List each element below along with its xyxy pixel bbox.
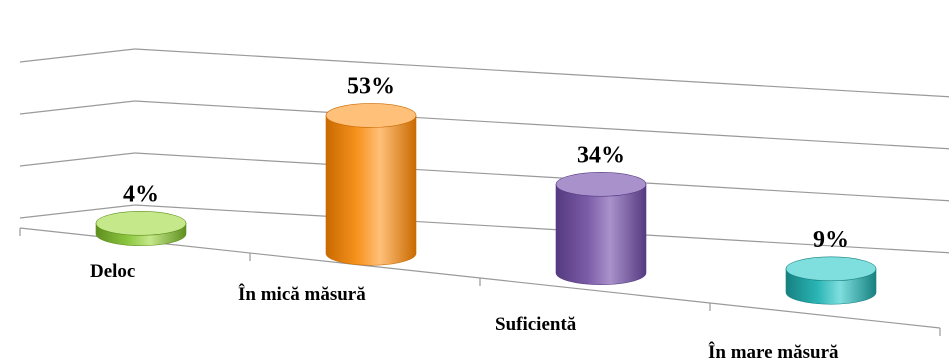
bar-3: [785, 256, 877, 305]
gridline-40: [134, 100, 949, 150]
gridline-20: [134, 152, 949, 202]
bars: [95, 103, 877, 305]
gridline-left-20: [19, 152, 136, 167]
gridline-60: [134, 48, 949, 98]
bar-0: [95, 211, 187, 247]
category-label-1: În mică măsură: [238, 283, 366, 305]
value-labels: 4% 53% 34% 9%: [123, 73, 849, 252]
category-label-2: Suficientă: [495, 314, 577, 335]
value-label-1: 53%: [347, 73, 395, 99]
value-label-0: 4%: [123, 181, 159, 207]
gridline-left-40: [19, 100, 136, 115]
gridline-left-60: [19, 48, 136, 63]
gridlines: [19, 48, 949, 254]
value-label-2: 34%: [577, 142, 625, 168]
value-label-3: 9%: [813, 227, 849, 253]
bar-2: [555, 172, 647, 286]
category-labels: Deloc În mică măsură Suficientă În mare măs…: [90, 261, 839, 363]
bar-1: [325, 103, 417, 266]
category-label-0: Deloc: [90, 261, 135, 282]
x-axis: [19, 227, 941, 336]
gridline-left-0: [19, 204, 136, 219]
gridline-0: [134, 204, 949, 254]
category-label-3: În mare măsură: [708, 341, 839, 363]
